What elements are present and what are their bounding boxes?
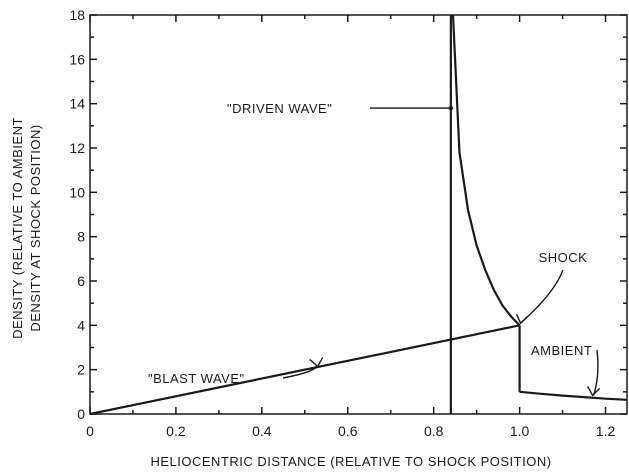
x-tick-label: 0.6 <box>338 423 358 439</box>
y-tick-label: 2 <box>77 362 85 378</box>
y-tick-label: 0 <box>77 406 85 422</box>
ambient-leader <box>592 349 599 396</box>
y-tick-label: 10 <box>69 184 85 200</box>
y-axis-title-line1: DENSITY (RELATIVE TO AMBIENT <box>10 117 25 339</box>
x-axis-title: HELIOCENTRIC DISTANCE (RELATIVE TO SHOCK… <box>150 454 551 469</box>
shock-arrowhead <box>515 314 529 325</box>
driven-wave-curve <box>451 14 521 327</box>
annotation-shock: SHOCK <box>539 250 588 265</box>
x-tick-label: 0 <box>86 423 94 439</box>
ambient-arrowhead <box>587 386 601 397</box>
x-tick-label: 0.8 <box>424 423 444 439</box>
ambient-curve <box>519 390 628 401</box>
blast-wave-arrowhead <box>309 357 324 368</box>
annotation-driven-wave: "DRIVEN WAVE" <box>227 101 332 116</box>
x-tick-label: 1.2 <box>596 423 616 439</box>
blast-wave-line <box>89 324 520 416</box>
y-axis-title-line2: DENSITY AT SHOCK POSITION) <box>28 124 43 331</box>
y-tick-label: 16 <box>69 51 85 67</box>
y-tick-label: 12 <box>69 140 85 156</box>
x-tick-label: 0.2 <box>166 423 186 439</box>
y-tick-label: 8 <box>77 229 85 245</box>
x-tick-label: 0.4 <box>252 423 272 439</box>
y-tick-label: 18 <box>69 7 85 23</box>
y-tick-label: 14 <box>69 96 85 112</box>
shock-leader <box>521 269 564 323</box>
y-tick-label: 4 <box>77 317 85 333</box>
x-tick-label: 1.0 <box>510 423 530 439</box>
y-tick-label: 6 <box>77 273 85 289</box>
annotation-ambient: AMBIENT <box>531 343 592 358</box>
annotation-blast-wave: "BLAST WAVE" <box>148 371 245 386</box>
driven-wave-marker <box>448 105 454 111</box>
